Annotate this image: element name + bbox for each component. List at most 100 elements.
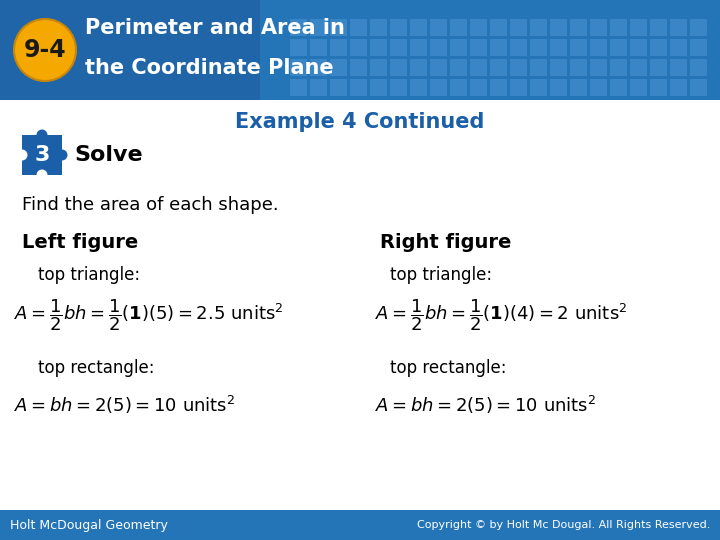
Text: Example 4 Continued: Example 4 Continued bbox=[235, 112, 485, 132]
FancyBboxPatch shape bbox=[330, 39, 347, 56]
FancyBboxPatch shape bbox=[490, 39, 507, 56]
Text: top rectangle:: top rectangle: bbox=[390, 359, 506, 377]
FancyBboxPatch shape bbox=[0, 0, 720, 100]
FancyBboxPatch shape bbox=[410, 19, 427, 36]
FancyBboxPatch shape bbox=[390, 79, 407, 96]
FancyBboxPatch shape bbox=[630, 79, 647, 96]
FancyBboxPatch shape bbox=[410, 59, 427, 76]
FancyBboxPatch shape bbox=[290, 39, 307, 56]
FancyBboxPatch shape bbox=[450, 19, 467, 36]
FancyBboxPatch shape bbox=[530, 59, 547, 76]
FancyBboxPatch shape bbox=[370, 59, 387, 76]
FancyBboxPatch shape bbox=[410, 79, 427, 96]
FancyBboxPatch shape bbox=[510, 59, 527, 76]
FancyBboxPatch shape bbox=[690, 39, 707, 56]
FancyBboxPatch shape bbox=[410, 39, 427, 56]
FancyBboxPatch shape bbox=[670, 39, 687, 56]
Text: Copyright © by Holt Mc Dougal. All Rights Reserved.: Copyright © by Holt Mc Dougal. All Right… bbox=[417, 520, 710, 530]
FancyBboxPatch shape bbox=[690, 59, 707, 76]
Text: $A = bh = 2(5) = 10\ \mathrm{units}^2$: $A = bh = 2(5) = 10\ \mathrm{units}^2$ bbox=[375, 394, 596, 416]
FancyBboxPatch shape bbox=[430, 39, 447, 56]
FancyBboxPatch shape bbox=[670, 59, 687, 76]
FancyBboxPatch shape bbox=[590, 19, 607, 36]
FancyBboxPatch shape bbox=[390, 59, 407, 76]
FancyBboxPatch shape bbox=[650, 39, 667, 56]
FancyBboxPatch shape bbox=[430, 59, 447, 76]
FancyBboxPatch shape bbox=[490, 19, 507, 36]
FancyBboxPatch shape bbox=[450, 59, 467, 76]
FancyBboxPatch shape bbox=[310, 19, 327, 36]
Ellipse shape bbox=[14, 19, 76, 81]
FancyBboxPatch shape bbox=[450, 79, 467, 96]
FancyBboxPatch shape bbox=[370, 39, 387, 56]
Text: top rectangle:: top rectangle: bbox=[38, 359, 155, 377]
Circle shape bbox=[37, 170, 48, 180]
FancyBboxPatch shape bbox=[690, 79, 707, 96]
FancyBboxPatch shape bbox=[290, 19, 307, 36]
FancyBboxPatch shape bbox=[530, 39, 547, 56]
FancyBboxPatch shape bbox=[630, 39, 647, 56]
FancyBboxPatch shape bbox=[510, 19, 527, 36]
FancyBboxPatch shape bbox=[370, 79, 387, 96]
FancyBboxPatch shape bbox=[470, 39, 487, 56]
FancyBboxPatch shape bbox=[630, 59, 647, 76]
Text: Solve: Solve bbox=[74, 145, 143, 165]
Text: Perimeter and Area in: Perimeter and Area in bbox=[85, 18, 345, 38]
FancyBboxPatch shape bbox=[310, 59, 327, 76]
FancyBboxPatch shape bbox=[430, 19, 447, 36]
FancyBboxPatch shape bbox=[350, 19, 367, 36]
FancyBboxPatch shape bbox=[470, 59, 487, 76]
FancyBboxPatch shape bbox=[0, 510, 720, 540]
Text: Holt McDougal Geometry: Holt McDougal Geometry bbox=[10, 518, 168, 531]
FancyBboxPatch shape bbox=[570, 39, 587, 56]
FancyBboxPatch shape bbox=[690, 19, 707, 36]
FancyBboxPatch shape bbox=[610, 79, 627, 96]
Text: top triangle:: top triangle: bbox=[390, 266, 492, 284]
FancyBboxPatch shape bbox=[470, 19, 487, 36]
FancyBboxPatch shape bbox=[530, 79, 547, 96]
FancyBboxPatch shape bbox=[610, 19, 627, 36]
Text: $A = \dfrac{1}{2}bh = \dfrac{1}{2}(\mathbf{1})(4) = 2\ \mathrm{units}^2$: $A = \dfrac{1}{2}bh = \dfrac{1}{2}(\math… bbox=[375, 297, 627, 333]
FancyBboxPatch shape bbox=[670, 19, 687, 36]
FancyBboxPatch shape bbox=[350, 39, 367, 56]
FancyBboxPatch shape bbox=[310, 79, 327, 96]
FancyBboxPatch shape bbox=[330, 79, 347, 96]
FancyBboxPatch shape bbox=[310, 39, 327, 56]
Text: 9-4: 9-4 bbox=[24, 38, 66, 62]
Text: 3: 3 bbox=[35, 145, 50, 165]
FancyBboxPatch shape bbox=[510, 39, 527, 56]
FancyBboxPatch shape bbox=[530, 19, 547, 36]
FancyBboxPatch shape bbox=[650, 79, 667, 96]
Circle shape bbox=[56, 150, 68, 160]
FancyBboxPatch shape bbox=[390, 19, 407, 36]
Text: Left figure: Left figure bbox=[22, 233, 138, 252]
FancyBboxPatch shape bbox=[550, 39, 567, 56]
FancyBboxPatch shape bbox=[670, 79, 687, 96]
FancyBboxPatch shape bbox=[570, 79, 587, 96]
FancyBboxPatch shape bbox=[590, 79, 607, 96]
FancyBboxPatch shape bbox=[610, 59, 627, 76]
FancyBboxPatch shape bbox=[350, 79, 367, 96]
FancyBboxPatch shape bbox=[330, 59, 347, 76]
Text: $A = bh = 2(5) = 10\ \mathrm{units}^2$: $A = bh = 2(5) = 10\ \mathrm{units}^2$ bbox=[14, 394, 235, 416]
FancyBboxPatch shape bbox=[430, 79, 447, 96]
FancyBboxPatch shape bbox=[490, 79, 507, 96]
FancyBboxPatch shape bbox=[490, 59, 507, 76]
FancyBboxPatch shape bbox=[390, 39, 407, 56]
FancyBboxPatch shape bbox=[370, 19, 387, 36]
FancyBboxPatch shape bbox=[570, 19, 587, 36]
FancyBboxPatch shape bbox=[22, 135, 62, 175]
Text: $A = \dfrac{1}{2}bh = \dfrac{1}{2}(\mathbf{1})(5) = 2.5\ \mathrm{units}^2$: $A = \dfrac{1}{2}bh = \dfrac{1}{2}(\math… bbox=[14, 297, 284, 333]
FancyBboxPatch shape bbox=[550, 79, 567, 96]
Text: the Coordinate Plane: the Coordinate Plane bbox=[85, 58, 333, 78]
Text: top triangle:: top triangle: bbox=[38, 266, 140, 284]
FancyBboxPatch shape bbox=[590, 59, 607, 76]
Circle shape bbox=[37, 130, 48, 140]
FancyBboxPatch shape bbox=[450, 39, 467, 56]
FancyBboxPatch shape bbox=[550, 59, 567, 76]
Text: Find the area of each shape.: Find the area of each shape. bbox=[22, 196, 279, 214]
FancyBboxPatch shape bbox=[610, 39, 627, 56]
Circle shape bbox=[17, 150, 27, 160]
FancyBboxPatch shape bbox=[650, 59, 667, 76]
FancyBboxPatch shape bbox=[630, 19, 647, 36]
